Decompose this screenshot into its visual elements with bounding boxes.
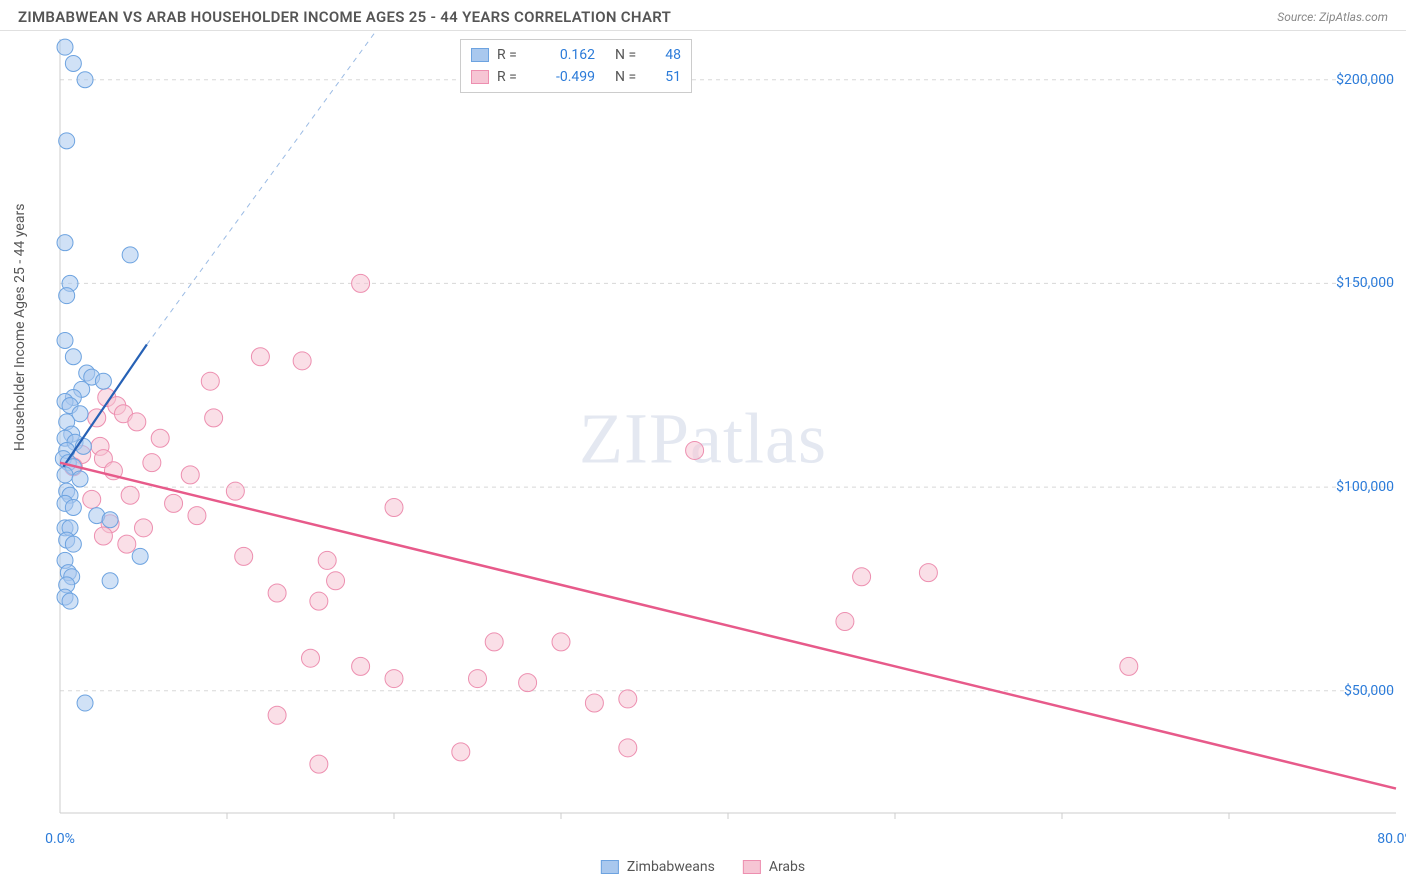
x-tick-label: 0.0%	[45, 831, 75, 847]
chart-area: Householder Income Ages 25 - 44 years ZI…	[0, 31, 1406, 881]
r-value-zimbabweans: 0.162	[535, 47, 595, 63]
swatch-arabs	[471, 70, 489, 84]
swatch-zimbabweans	[471, 48, 489, 62]
n-value-zimbabweans: 48	[651, 47, 681, 63]
n-label: N =	[615, 69, 643, 85]
legend-row-arabs: R = -0.499 N = 51	[471, 66, 681, 88]
legend-label-arabs: Arabs	[769, 859, 805, 875]
y-tick-label: $100,000	[1336, 479, 1394, 495]
n-value-arabs: 51	[651, 69, 681, 85]
r-value-arabs: -0.499	[535, 69, 595, 85]
scatter-chart	[0, 31, 1406, 881]
correlation-legend: R = 0.162 N = 48 R = -0.499 N = 51	[460, 39, 692, 93]
r-label: R =	[497, 47, 527, 63]
swatch-zimbabweans	[601, 860, 619, 874]
legend-item-zimbabweans: Zimbabweans	[601, 859, 715, 875]
source-label: Source: ZipAtlas.com	[1277, 10, 1388, 24]
chart-title: ZIMBABWEAN VS ARAB HOUSEHOLDER INCOME AG…	[18, 8, 671, 26]
legend-item-arabs: Arabs	[743, 859, 805, 875]
n-label: N =	[615, 47, 643, 63]
r-label: R =	[497, 69, 527, 85]
legend-label-zimbabweans: Zimbabweans	[627, 859, 715, 875]
swatch-arabs	[743, 860, 761, 874]
series-legend: Zimbabweans Arabs	[601, 859, 805, 875]
y-tick-label: $150,000	[1336, 275, 1394, 291]
x-tick-label: 80.0%	[1377, 831, 1406, 847]
y-tick-label: $50,000	[1344, 683, 1394, 699]
legend-row-zimbabweans: R = 0.162 N = 48	[471, 44, 681, 66]
y-tick-label: $200,000	[1336, 72, 1394, 88]
